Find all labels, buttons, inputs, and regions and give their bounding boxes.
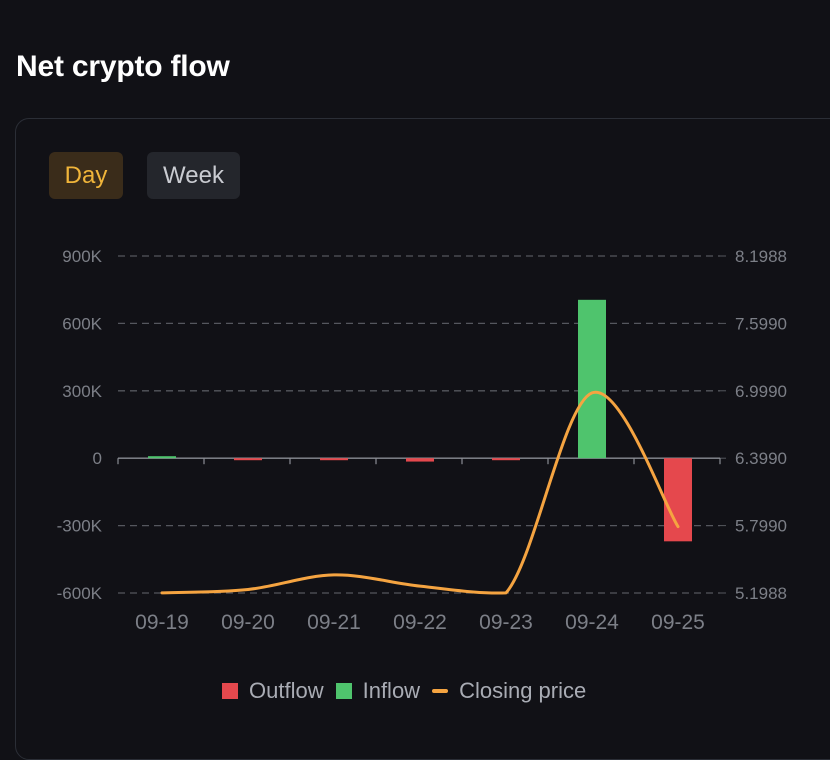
y-right-tick-label: 8.1988	[735, 247, 787, 266]
x-tick-label: 09-20	[221, 611, 275, 634]
y-left-tick-label: 300K	[62, 382, 102, 401]
outflow-bar	[664, 458, 692, 542]
x-tick-label: 09-19	[135, 611, 189, 634]
outflow-bar	[320, 458, 348, 461]
x-tick-label: 09-21	[307, 611, 361, 634]
timeframe-tabs: Day Week	[49, 152, 240, 199]
closing-price-line	[160, 391, 680, 595]
legend-item-inflow[interactable]: Inflow	[335, 678, 421, 704]
y-left-tick-label: 0	[93, 449, 102, 468]
y-right-tick-label: 5.1988	[735, 584, 787, 603]
y-left-tick-label: -300K	[57, 517, 103, 536]
outflow-bar	[234, 458, 262, 461]
y-right-tick-label: 5.7990	[735, 517, 787, 536]
y-left-tick-label: 900K	[62, 247, 102, 266]
x-tick-label: 09-23	[479, 611, 533, 634]
net-flow-chart: 900K 600K 300K 0 -300K -600K 8.1988 7.5990 6.999…	[57, 247, 787, 634]
legend-label-closing-price: Closing price	[459, 678, 587, 703]
inflow-swatch	[335, 683, 352, 699]
tab-week[interactable]: Week	[147, 152, 240, 199]
y-right-tick-label: 6.3990	[735, 449, 787, 468]
outflow-bar	[492, 458, 520, 461]
y-left-tick-label: -600K	[57, 584, 103, 603]
legend-item-outflow[interactable]: Outflow	[222, 678, 324, 704]
inflow-bar	[578, 299, 606, 459]
closing-price-swatch	[432, 689, 449, 693]
legend-label-inflow: Inflow	[362, 678, 421, 703]
page-title: Net crypto flow	[16, 50, 230, 83]
outflow-bar	[406, 458, 434, 462]
legend-item-closing-price[interactable]: Closing price	[432, 678, 586, 704]
legend-label-outflow: Outflow	[249, 678, 324, 703]
y-left-tick-label: 600K	[62, 314, 102, 333]
y-right-tick-label: 6.9990	[735, 382, 787, 401]
tab-day[interactable]: Day	[49, 152, 123, 199]
x-tick-label: 09-22	[393, 611, 447, 634]
outflow-swatch	[222, 683, 238, 699]
chart-legend: Outflow Inflow Closing price	[222, 678, 598, 704]
inflow-bar	[148, 456, 176, 459]
y-right-tick-label: 7.5990	[735, 314, 787, 333]
x-tick-label: 09-25	[651, 611, 705, 634]
x-tick-label: 09-24	[565, 611, 619, 634]
chart-card	[15, 118, 830, 760]
